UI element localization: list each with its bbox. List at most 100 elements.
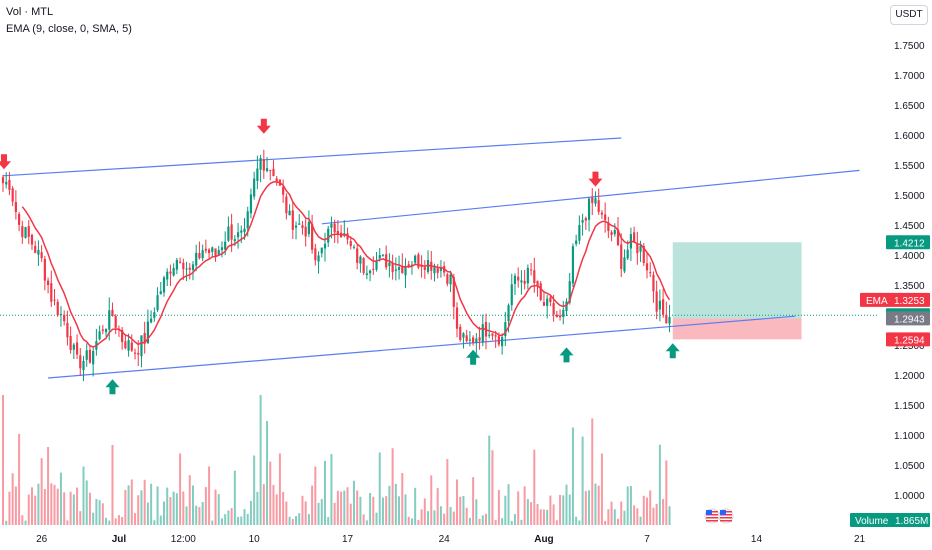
time-tick-label: 26 xyxy=(36,534,48,545)
candle-body xyxy=(362,258,365,273)
volume-bar xyxy=(546,509,549,525)
volume-bar xyxy=(85,480,88,525)
candle-body xyxy=(352,246,356,248)
candle-body xyxy=(571,246,575,284)
candle-body xyxy=(323,243,327,249)
trend-line[interactable] xyxy=(2,137,622,177)
trend-channel-lines[interactable] xyxy=(2,137,860,379)
candle-body xyxy=(494,335,497,337)
volume-bar xyxy=(420,509,423,525)
candle-body xyxy=(14,202,17,213)
volume-bar xyxy=(266,421,269,525)
candle-body xyxy=(594,198,597,204)
volume-bar xyxy=(53,484,56,525)
volume-bar xyxy=(8,491,11,525)
up-arrow-icon[interactable] xyxy=(466,349,481,365)
candle-body xyxy=(24,227,27,238)
candle-body xyxy=(75,342,79,355)
candle-body xyxy=(172,267,175,276)
volume-bar xyxy=(285,501,288,525)
volume-bar xyxy=(559,494,562,525)
price-tick-label: 1.6500 xyxy=(894,101,925,112)
price-tick-label: 1.7500 xyxy=(894,41,925,52)
target-zone[interactable] xyxy=(672,242,802,319)
price-axis[interactable]: 1.7500 1.7000 1.6500 1.6000 1.5500 1.5000 1.45… xyxy=(894,41,925,502)
candle-body xyxy=(626,249,629,259)
exchange-flag-icons[interactable] xyxy=(704,508,734,524)
volume-bar xyxy=(282,491,285,525)
symbol-title[interactable]: Vol · MTL xyxy=(6,6,54,18)
volume-bar xyxy=(449,507,452,525)
volume-bar xyxy=(356,490,359,525)
volume-bar xyxy=(295,516,298,525)
candle-body xyxy=(114,316,117,328)
candle-body xyxy=(5,181,8,185)
candle-body xyxy=(359,256,362,264)
volume-bar xyxy=(24,520,27,525)
volume-bar xyxy=(340,491,343,525)
candle-body xyxy=(655,291,658,312)
volume-bar xyxy=(443,513,446,525)
signal-arrows[interactable] xyxy=(0,118,680,395)
candle-body xyxy=(455,307,459,329)
candle-body xyxy=(79,355,82,369)
up-arrow-icon[interactable] xyxy=(559,347,574,363)
volume-bar xyxy=(272,484,275,525)
candle-body xyxy=(488,334,491,336)
time-tick-label: Jul xyxy=(112,534,127,545)
volume-bar xyxy=(159,515,162,525)
candle-body xyxy=(662,299,665,315)
down-arrow-icon[interactable] xyxy=(0,154,11,170)
candle-body xyxy=(30,234,34,245)
volume-bar xyxy=(600,453,603,525)
candle-body xyxy=(72,344,75,350)
price-tick-label: 1.5500 xyxy=(894,161,925,172)
candle-body xyxy=(565,301,568,312)
candle-body xyxy=(262,159,265,171)
candle-body xyxy=(446,274,449,284)
volume-bar xyxy=(220,518,223,525)
candle-body xyxy=(356,248,359,263)
up-arrow-shape xyxy=(559,347,574,363)
up-arrow-icon[interactable] xyxy=(665,343,680,359)
candle-body xyxy=(478,337,481,341)
volume-bar xyxy=(127,485,130,525)
volume-bar xyxy=(407,516,410,525)
down-arrow-shape xyxy=(588,171,603,187)
volume-bar xyxy=(14,486,17,525)
candle-body xyxy=(211,247,214,252)
candle-body xyxy=(397,267,401,270)
volume-bar xyxy=(137,495,140,525)
currency-button[interactable]: USDT xyxy=(890,5,928,25)
candle-body xyxy=(246,211,249,229)
us-flag-icon[interactable] xyxy=(718,508,734,524)
candle-body xyxy=(578,225,581,241)
candle-body xyxy=(53,299,56,301)
volume-bar xyxy=(175,493,178,525)
volume-bar xyxy=(76,487,79,525)
trend-line[interactable] xyxy=(321,169,860,225)
down-arrow-icon[interactable] xyxy=(588,171,603,187)
candle-body xyxy=(130,342,133,351)
volume-bar xyxy=(378,452,381,525)
candle-body xyxy=(108,310,111,330)
volume-bar xyxy=(169,497,172,525)
us-flag-icon[interactable] xyxy=(704,508,720,524)
volume-bar xyxy=(95,498,98,525)
volume-bar xyxy=(462,495,465,525)
price-tick-label: 1.4500 xyxy=(894,221,925,232)
volume-bar xyxy=(92,512,95,525)
ema-indicator-label[interactable]: EMA (9, close, 0, SMA, 5) xyxy=(6,23,132,35)
volume-bar xyxy=(604,520,607,525)
volume-bar xyxy=(240,516,243,525)
down-arrow-icon[interactable] xyxy=(256,118,271,134)
up-arrow-icon[interactable] xyxy=(105,379,120,395)
time-axis[interactable]: 26 Jul 12:00 10 17 24 Aug 7 14 21 xyxy=(36,534,865,545)
candle-body xyxy=(501,337,504,347)
trend-line[interactable] xyxy=(48,315,796,379)
volume-bar xyxy=(536,503,539,525)
candle-body xyxy=(220,247,224,251)
long-position-tool[interactable] xyxy=(0,242,878,340)
volume-bar xyxy=(230,508,233,525)
